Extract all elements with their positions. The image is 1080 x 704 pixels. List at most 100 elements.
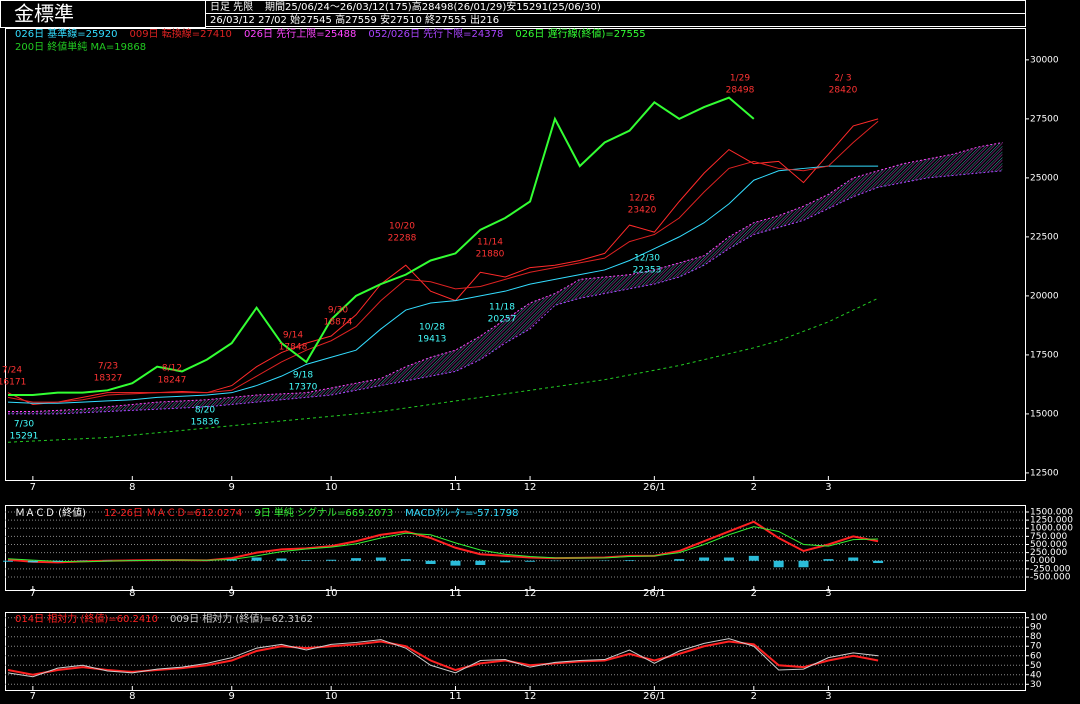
series-line [7, 297, 879, 443]
annotation-price: 23420 [628, 206, 657, 216]
legend-entry: 014日 相対力 (終値)=60.2410 [15, 612, 158, 625]
y-tick-label: 25000 [1030, 173, 1059, 183]
x-tick-label: 8 [129, 482, 135, 493]
series-line [7, 640, 879, 676]
oscillator-bar [674, 559, 685, 561]
x-tick-label: 8 [129, 588, 135, 599]
oscillator-bar [798, 560, 809, 568]
x-tick-label: 8 [129, 691, 135, 702]
series-line [8, 141, 1003, 413]
oscillator-bar [3, 560, 13, 562]
oscillator-bar [699, 557, 710, 561]
oscillator-bar [723, 557, 734, 561]
x-tick-label: 12 [524, 482, 537, 493]
oscillator-bar [823, 559, 834, 561]
series-line [7, 638, 879, 678]
app-title: 金標準 [14, 2, 74, 26]
x-tick-label: 9 [229, 588, 235, 599]
x-tick-label: 2 [751, 691, 757, 702]
y-tick-label: -250.000 [1030, 564, 1071, 574]
mode: 日足 先限 [210, 1, 253, 13]
y-tick-label: 90 [1030, 623, 1042, 633]
y-tick-label: 30 [1030, 680, 1042, 690]
oscillator-bar [450, 560, 461, 566]
legend-entry: 9日 単純 シグナル=669.2073 [254, 506, 393, 519]
oscillator-bar [375, 557, 386, 561]
annotation-date: 9/18 [293, 371, 313, 381]
y-tick-label: 60 [1030, 651, 1042, 661]
y-tick-label: 100 [1030, 613, 1047, 623]
x-tick-label: 3 [825, 588, 831, 599]
y-tick-label: 1500.000 [1030, 507, 1073, 517]
series-line [8, 96, 755, 397]
y-tick-label: 12500 [1030, 468, 1059, 478]
annotation-date: 9/14 [283, 331, 303, 341]
x-tick-label: 9 [229, 691, 235, 702]
oscillator-bar [624, 560, 635, 561]
oscillator-bar [848, 557, 859, 561]
oscillator-bar [351, 558, 362, 561]
annotation-price: 22353 [633, 266, 662, 276]
annotation-price: 17370 [289, 383, 318, 393]
y-tick-label: 500.000 [1030, 540, 1067, 550]
annotation-date: 8/20 [195, 406, 215, 416]
x-tick-label: 10 [325, 588, 338, 599]
annotation-date: 1/29 [730, 74, 750, 84]
panel-frame [5, 505, 1026, 591]
oscillator-bar [301, 560, 312, 561]
oscillator-bar [52, 560, 63, 562]
info-box [205, 13, 1026, 27]
y-tick-label: 0.000 [1030, 556, 1056, 566]
legend-entry: MACDｵｼﾚｰﾀｰ=-57.1798 [405, 507, 518, 519]
y-tick-label: 70 [1030, 642, 1042, 652]
x-tick-label: 26/1 [643, 482, 665, 493]
y-tick-label: 22500 [1030, 232, 1059, 242]
annotation-date: 9/30 [328, 306, 348, 316]
x-tick-label: 26/1 [643, 588, 665, 599]
legend-entry: 009日 転換線=27410 [129, 27, 231, 40]
x-tick-label: 3 [825, 482, 831, 493]
annotation-date: 10/28 [419, 323, 445, 333]
oscillator-bar [326, 559, 337, 561]
x-tick-label: 11 [449, 482, 462, 493]
oscillator-bar [276, 558, 287, 561]
x-tick-label: 12 [524, 588, 537, 599]
legend-entry: 12-26日 ＭＡＣＤ=612.0274 [104, 508, 242, 519]
annotation-price: 17848 [279, 343, 308, 353]
annotation-date: 12/30 [634, 254, 660, 264]
legend-entry: 200日 終値単純 MA=19868 [15, 40, 146, 53]
annotation-price: 15291 [10, 432, 39, 442]
annotation-date: 7/30 [14, 420, 34, 430]
annotation-date: 7/24 [2, 366, 22, 376]
annotation-date: 11/18 [489, 303, 515, 313]
panel-title: ＭＡＣＤ (終値) [15, 506, 86, 519]
annotation-price: 18327 [94, 374, 123, 384]
y-tick-label: 17500 [1030, 350, 1059, 360]
oscillator-bar [400, 559, 411, 561]
annotation-date: 2/ 3 [834, 74, 851, 84]
oscillator-bar [475, 560, 486, 565]
x-tick-label: 2 [751, 482, 757, 493]
y-tick-label: 40 [1030, 670, 1042, 680]
annotation-date: 10/20 [389, 222, 415, 232]
x-tick-label: 2 [751, 588, 757, 599]
annotation-date: 12/26 [629, 194, 655, 204]
series-line [7, 165, 879, 404]
series-line [7, 526, 879, 563]
annotation-price: 20257 [488, 315, 517, 325]
annotation-price: 28420 [829, 86, 858, 96]
x-tick-label: 11 [449, 691, 462, 702]
y-tick-label: -500.000 [1030, 572, 1071, 582]
x-tick-label: 10 [325, 482, 338, 493]
y-tick-label: 27500 [1030, 114, 1059, 124]
annotation-price: 18247 [158, 376, 187, 386]
oscillator-bar [525, 560, 536, 562]
y-tick-label: 15000 [1030, 409, 1059, 419]
ichimoku-cloud [8, 142, 1003, 414]
legend-entry: 009日 相対力 (終値)=62.3162 [170, 612, 313, 625]
oscillator-bar [500, 560, 511, 563]
annotation-price: 22288 [388, 234, 417, 244]
annotation-price: 16171 [0, 378, 26, 388]
annotation-price: 19413 [418, 335, 447, 345]
